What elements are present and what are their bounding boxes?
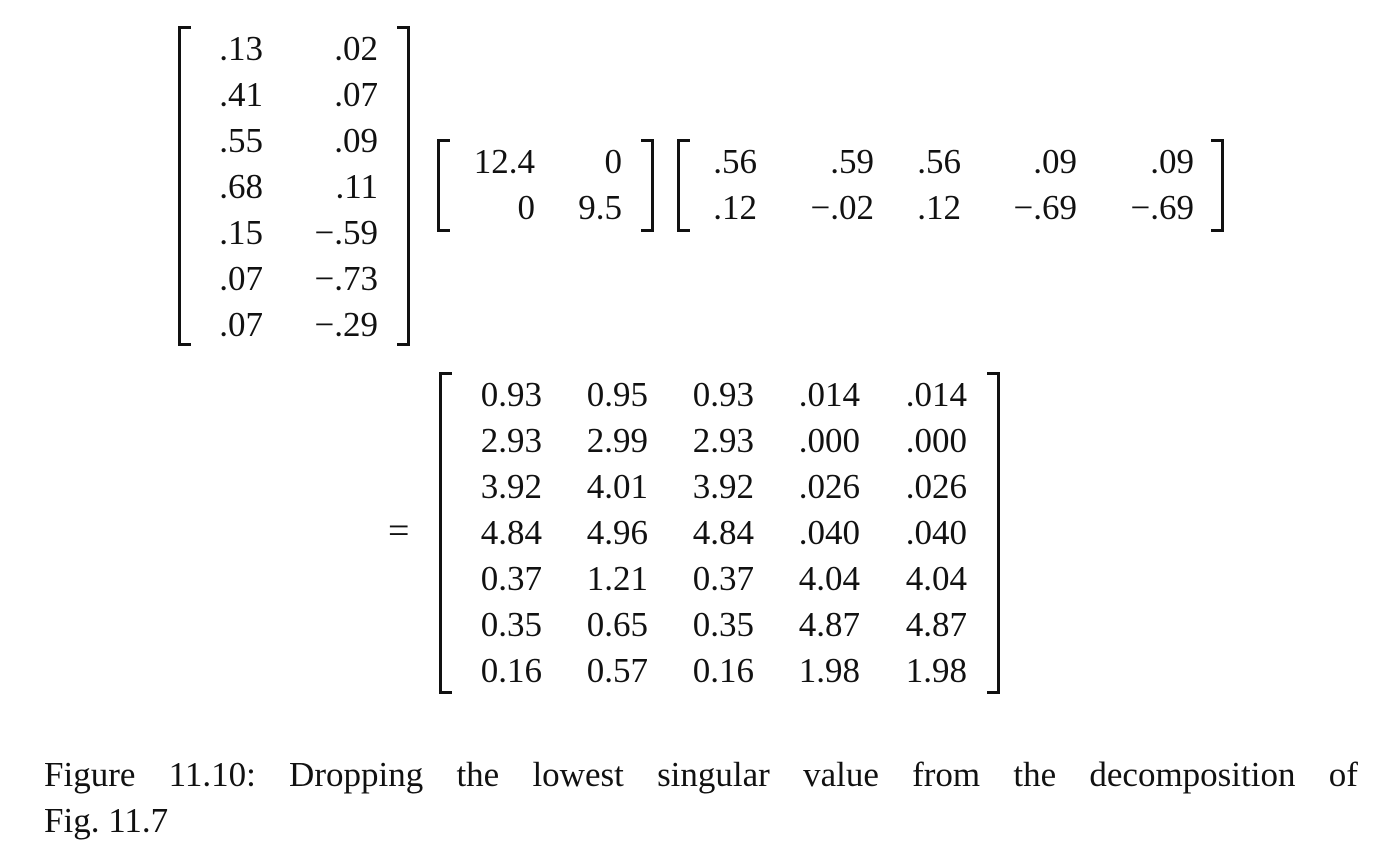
equals-sign: = — [388, 510, 410, 552]
matrix-cell: 0.93 — [480, 375, 542, 414]
right-bracket — [987, 372, 1000, 694]
matrix-cell: 0.16 — [692, 651, 754, 690]
matrix-cell: .09 — [334, 121, 378, 160]
matrix-cell: −.69 — [1013, 188, 1078, 227]
matrix-cell: .11 — [335, 167, 378, 206]
matrix-cell: .000 — [798, 421, 860, 460]
caption-word: of — [1328, 755, 1358, 794]
matrix-cell: 0 — [604, 142, 623, 181]
matrix-cell: .12 — [917, 188, 961, 227]
matrix-cell: 1.98 — [905, 651, 967, 690]
left-bracket — [178, 26, 191, 346]
matrix-cell: 1.98 — [798, 651, 860, 690]
left-bracket — [677, 139, 690, 232]
matrix-cell: 1.21 — [586, 559, 648, 598]
matrix-cell: .040 — [798, 513, 860, 552]
matrix-cell: .09 — [1150, 142, 1194, 181]
matrix-cell: 4.84 — [692, 513, 754, 552]
caption-line-1: Figure 11.10: Dropping the lowest singular val… — [44, 752, 1358, 798]
matrix-u: .13 .02 .41 .07 .55 .09 .68 .11 .15 −.59 .07 −.73 .0… — [178, 26, 410, 346]
matrix-cell: 0.37 — [692, 559, 754, 598]
matrix-cell: .15 — [219, 213, 263, 252]
matrix-cell: .13 — [219, 29, 263, 68]
matrix-cell: 0.37 — [480, 559, 542, 598]
caption-line-2: Fig. 11.7 — [44, 801, 169, 840]
matrix-cell: −.73 — [314, 259, 379, 298]
matrix-cell: 4.87 — [798, 605, 860, 644]
matrix-vt: .56 .59 .56 .09 .09 .12 −.02 .12 −.69 −.69 — [677, 139, 1224, 232]
caption-word: Dropping — [289, 755, 424, 794]
matrix-cell: −.59 — [314, 213, 379, 252]
right-bracket — [1211, 139, 1224, 232]
caption-word: singular — [657, 755, 770, 794]
matrix-cell: 9.5 — [578, 188, 622, 227]
left-bracket — [437, 139, 450, 232]
matrix-cell: .000 — [905, 421, 967, 460]
matrix-cell: 3.92 — [480, 467, 542, 506]
matrix-cell: 0.93 — [692, 375, 754, 414]
matrix-cell: 0.65 — [586, 605, 648, 644]
left-bracket — [439, 372, 452, 694]
matrix-cell: .040 — [905, 513, 967, 552]
matrix-cell: 0.95 — [586, 375, 648, 414]
matrix-cell: .09 — [1033, 142, 1077, 181]
matrix-cell: 3.92 — [692, 467, 754, 506]
figure-caption: Figure 11.10: Dropping the lowest singular val… — [44, 752, 1358, 844]
matrix-cell: 2.93 — [480, 421, 542, 460]
matrix-cell: .014 — [905, 375, 967, 414]
matrix-cell: 0.57 — [586, 651, 648, 690]
caption-word: lowest — [532, 755, 624, 794]
caption-word: the — [1013, 755, 1057, 794]
matrix-sigma: 12.4 0 0 9.5 — [437, 139, 654, 232]
matrix-cell: 4.84 — [480, 513, 542, 552]
matrix-cell: .55 — [219, 121, 263, 160]
right-bracket — [641, 139, 654, 232]
matrix-cell: 4.04 — [798, 559, 860, 598]
caption-word: the — [456, 755, 500, 794]
matrix-cell: .41 — [219, 75, 263, 114]
matrix-cell: 0.35 — [692, 605, 754, 644]
caption-word: Figure — [44, 755, 136, 794]
matrix-cell: .026 — [798, 467, 860, 506]
matrix-cell: .014 — [798, 375, 860, 414]
matrix-cell: 2.99 — [586, 421, 648, 460]
caption-word: 11.10: — [168, 755, 256, 794]
caption-word: from — [912, 755, 981, 794]
matrix-cell: .02 — [334, 29, 378, 68]
matrix-cell: 0.16 — [480, 651, 542, 690]
matrix-cell: −.69 — [1130, 188, 1195, 227]
matrix-result: 0.93 0.95 0.93 .014 .014 2.93 2.99 2.93 .000 .000… — [439, 372, 1000, 694]
caption-word: value — [803, 755, 879, 794]
matrix-cell: 4.87 — [905, 605, 967, 644]
matrix-cell: .07 — [219, 305, 263, 344]
matrix-cell: .026 — [905, 467, 967, 506]
matrix-cell: .56 — [713, 142, 757, 181]
matrix-cell: 4.01 — [586, 467, 648, 506]
matrix-cell: .68 — [219, 167, 263, 206]
matrix-cell: 2.93 — [692, 421, 754, 460]
matrix-cell: 4.96 — [586, 513, 648, 552]
matrix-cell: .07 — [219, 259, 263, 298]
right-bracket — [397, 26, 410, 346]
matrix-cell: 12.4 — [473, 142, 535, 181]
matrix-cell: 4.04 — [905, 559, 967, 598]
matrix-cell: .07 — [334, 75, 378, 114]
matrix-cell: .59 — [830, 142, 874, 181]
matrix-cell: 0.35 — [480, 605, 542, 644]
matrix-cell: .56 — [917, 142, 961, 181]
caption-word: decomposition — [1089, 755, 1296, 794]
matrix-cell: −.29 — [314, 305, 379, 344]
matrix-cell: −.02 — [810, 188, 875, 227]
matrix-cell: .12 — [713, 188, 757, 227]
matrix-cell: 0 — [517, 188, 536, 227]
